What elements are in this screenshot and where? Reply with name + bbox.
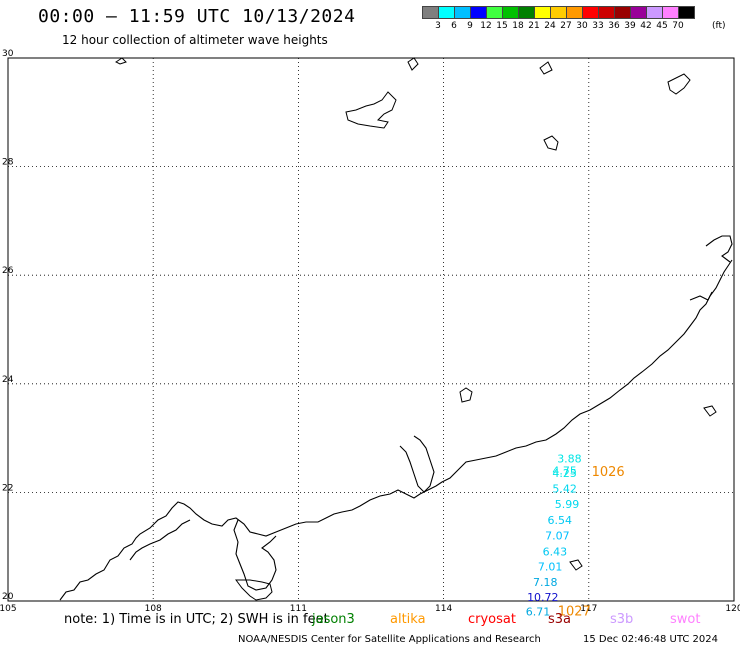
latitude-tick-label: 22 [2,483,13,493]
color-scale-bar [422,6,695,19]
pearl-river-delta [399,435,435,493]
color-scale-labels: 3 6 9 12 15 18 21 24 27 30 33 36 39 42 45 70 [422,21,686,31]
color-scale-swatch [678,6,695,19]
wave-height-label: 6.71 [526,606,551,619]
satellite-legend-entry: s3a [548,612,572,627]
wave-height-label: 7.01 [538,561,563,574]
latitude-tick-label: 24 [2,375,14,385]
leizhou-peninsula [233,519,277,591]
northeast-coast [705,235,733,263]
pass-time-label: 1027 [558,605,591,620]
island [667,73,691,95]
longitude-tick-label: 117 [580,604,597,614]
color-scale-label: 36 [608,21,620,31]
satellite-legend-entry: s3b [610,612,634,627]
axis-tick-labels: 105 108 111 114 117 120 20 22 24 26 28 30 [0,49,740,614]
island [569,559,583,571]
color-scale-label: 12 [480,21,492,31]
latitude-tick-label: 30 [2,49,14,59]
note-text: note: 1) Time is in UTC; 2) SWH is in fe… [64,612,329,627]
longitude-tick-label: 108 [145,604,162,614]
color-scale-label: 15 [496,21,508,31]
longitude-tick-label: 105 [0,604,17,614]
color-scale-unit: (ft) [712,21,726,31]
latitude-tick-label: 26 [2,266,14,276]
mainland-coastline [59,259,733,601]
color-scale-label: 70 [672,21,684,31]
map-title: 00:00 – 11:59 UTC 10/13/2024 [38,6,356,27]
color-scale-label: 33 [592,21,604,31]
color-scale-label: 45 [656,21,668,31]
satellite-legend-entry: cryosat [468,612,516,627]
color-scale-label: 18 [512,21,524,31]
pass-time-label: 1026 [592,465,625,480]
upper-coast-fragment [689,291,713,301]
satellite-legend-entry: altika [390,612,426,627]
satellite-legend-entry: swot [670,612,701,627]
color-scale-label: 6 [451,21,457,31]
color-scale-label: 3 [435,21,441,31]
wave-height-label: 5.99 [555,498,580,511]
color-scale-label: 27 [560,21,572,31]
latitude-tick-label: 20 [2,592,14,602]
color-scale-label: 42 [640,21,652,31]
island [539,61,553,75]
wave-height-label: 5.42 [552,482,577,495]
wave-height-label: 3.88 [557,453,582,466]
island [703,405,717,417]
wave-height-label: 10.72 [527,591,559,604]
islands [115,57,717,601]
island [407,57,419,71]
grid-lines [8,58,734,601]
island [543,135,559,151]
pass-time-labels: 1026 1027 [558,465,625,620]
island [235,579,273,601]
map-frame [7,57,735,602]
coastline [59,235,733,601]
generated-timestamp: 15 Dec 02:46:48 UTC 2024 [583,634,718,645]
wave-height-label: 6.43 [543,545,568,558]
wave-height-label: 4.25 [552,467,577,480]
altimeter-observations: 3.884.754.25 5.42 5.99 6.54 7.07 6.43 7.01 7.18… [526,453,582,619]
wave-height-label: 6.54 [548,514,573,527]
island [345,91,397,129]
island [115,57,127,65]
color-scale-label: 30 [576,21,588,31]
color-scale-label: 21 [528,21,540,31]
map-subtitle: 12 hour collection of altimeter wave hei… [62,33,328,47]
longitude-tick-label: 114 [435,604,452,614]
wave-height-label: 7.07 [545,530,570,543]
color-scale-label: 24 [544,21,556,31]
wave-height-label: 4.75 [552,464,577,477]
color-scale-label: 39 [624,21,636,31]
mainland-coastline-inner [129,519,191,561]
color-scale-label: 9 [467,21,473,31]
wave-height-label: 7.18 [533,576,558,589]
longitude-tick-label: 120 [725,604,740,614]
satellite-legend-entry: jason3 [312,612,355,627]
island [459,387,473,403]
longitude-tick-label: 111 [290,604,307,614]
credit-text: NOAA/NESDIS Center for Satellite Applica… [238,634,541,645]
latitude-tick-label: 28 [2,158,14,168]
